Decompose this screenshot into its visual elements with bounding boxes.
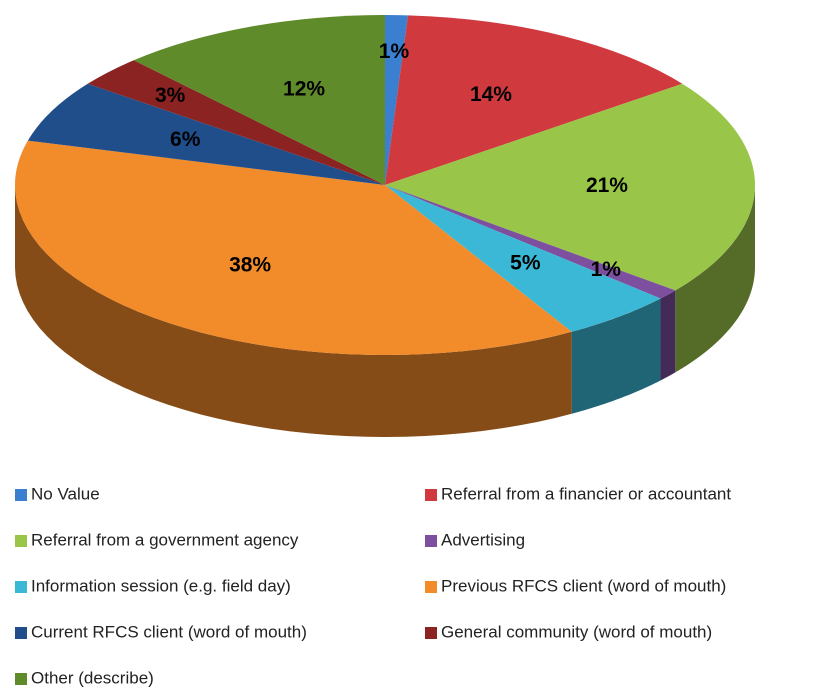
legend-label: No Value <box>31 484 100 503</box>
legend-swatch <box>15 535 27 547</box>
data-label: 1% <box>379 40 410 63</box>
pie-slice <box>14 140 572 355</box>
data-label: 5% <box>510 252 541 275</box>
legend-swatch <box>425 627 437 639</box>
legend-label: Other (describe) <box>31 668 154 687</box>
legend-label: Referral from a government agency <box>31 530 299 549</box>
legend-swatch <box>425 535 437 547</box>
legend-swatch <box>15 673 27 685</box>
legend-label: Advertising <box>441 530 525 549</box>
pie-slice <box>133 15 385 185</box>
data-label: 1% <box>591 258 622 281</box>
pie-side <box>660 290 676 381</box>
legend-label: Previous RFCS client (word of mouth) <box>441 576 726 595</box>
legend-swatch <box>15 581 27 593</box>
data-label: 3% <box>155 84 186 107</box>
pie-slice <box>385 15 683 186</box>
legend-label: Referral from a financier or accountant <box>441 484 731 503</box>
pie-side <box>675 185 755 373</box>
pie-slice <box>87 60 386 185</box>
legend-swatch <box>15 627 27 639</box>
pie-side <box>571 298 661 414</box>
legend-swatch <box>425 489 437 501</box>
data-label: 38% <box>229 254 271 277</box>
data-label: 6% <box>170 128 201 151</box>
legend-swatch <box>15 489 27 501</box>
pie-slice <box>385 15 409 185</box>
legend-swatch <box>425 581 437 593</box>
pie-slice <box>385 185 661 332</box>
data-label: 14% <box>470 83 512 106</box>
pie-side <box>15 185 572 437</box>
data-label: 21% <box>586 174 628 197</box>
data-label: 12% <box>283 78 325 101</box>
pie-slice <box>385 83 755 291</box>
legend-label: Information session (e.g. field day) <box>31 576 291 595</box>
pie-slice <box>385 185 676 299</box>
legend-label: Current RFCS client (word of mouth) <box>31 622 307 641</box>
pie-slice <box>27 83 385 185</box>
legend-label: General community (word of mouth) <box>441 622 712 641</box>
